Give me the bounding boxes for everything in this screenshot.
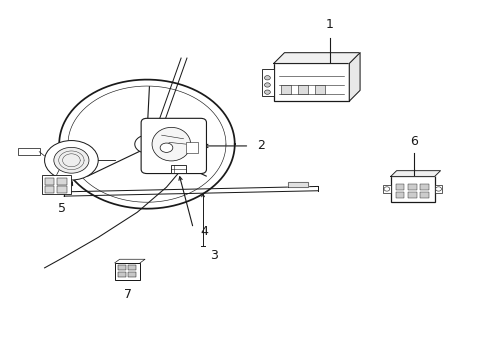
- Text: 5: 5: [58, 202, 65, 215]
- Bar: [171, 165, 185, 173]
- Bar: [390, 176, 434, 202]
- Polygon shape: [273, 53, 359, 63]
- Bar: [298, 85, 307, 94]
- Bar: [128, 265, 136, 270]
- Circle shape: [54, 147, 89, 173]
- Bar: [128, 272, 136, 277]
- Text: 6: 6: [409, 135, 417, 148]
- Bar: [185, 142, 198, 153]
- Bar: [18, 148, 40, 155]
- Bar: [434, 185, 442, 193]
- Text: 2: 2: [256, 139, 264, 152]
- Text: 7: 7: [124, 288, 132, 301]
- Bar: [118, 265, 125, 270]
- Circle shape: [264, 90, 270, 94]
- Bar: [419, 192, 428, 198]
- Polygon shape: [348, 53, 359, 101]
- Circle shape: [160, 143, 172, 152]
- Bar: [118, 272, 125, 277]
- Bar: [315, 85, 325, 94]
- Text: 4: 4: [200, 225, 208, 238]
- Circle shape: [44, 140, 98, 180]
- Circle shape: [264, 83, 270, 87]
- Bar: [407, 192, 416, 198]
- Bar: [407, 184, 416, 190]
- Bar: [115, 263, 140, 280]
- Bar: [273, 63, 348, 101]
- Bar: [395, 192, 404, 198]
- Bar: [395, 184, 404, 190]
- Polygon shape: [288, 182, 307, 187]
- Bar: [261, 69, 273, 96]
- Circle shape: [264, 76, 270, 80]
- Bar: [382, 185, 390, 193]
- Bar: [281, 85, 290, 94]
- Circle shape: [435, 187, 441, 191]
- Text: 3: 3: [210, 249, 218, 262]
- FancyBboxPatch shape: [141, 118, 206, 174]
- Circle shape: [383, 187, 389, 191]
- Ellipse shape: [152, 127, 190, 161]
- Bar: [44, 178, 54, 185]
- Text: 1: 1: [325, 18, 333, 31]
- Polygon shape: [390, 171, 440, 176]
- Bar: [42, 175, 71, 194]
- Bar: [419, 184, 428, 190]
- Bar: [57, 178, 66, 185]
- Bar: [44, 186, 54, 193]
- Bar: [57, 186, 66, 193]
- Circle shape: [135, 135, 159, 153]
